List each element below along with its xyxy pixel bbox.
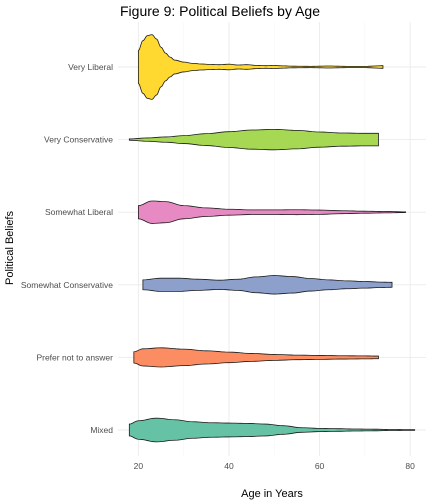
y-tick-label: Somewhat Conservative [21, 280, 113, 290]
violins [128, 34, 416, 443]
violin-very-conservative [128, 128, 379, 151]
violin-very-liberal [137, 34, 384, 100]
y-axis-title: Political Beliefs [4, 211, 16, 285]
x-tick-label: 80 [405, 461, 415, 471]
y-tick-label: Prefer not to answer [36, 352, 113, 362]
y-tick-label: Somewhat Liberal [45, 207, 113, 217]
x-tick-label: 20 [134, 461, 144, 471]
violin-mixed [128, 417, 416, 443]
chart-title: Figure 9: Political Beliefs by Age [120, 3, 320, 19]
x-axis-title: Age in Years [241, 488, 303, 500]
gridlines [118, 22, 426, 456]
x-tick-label: 40 [224, 461, 234, 471]
y-tick-labels: Mixed Prefer not to answer Somewhat Conser… [21, 62, 113, 435]
y-tick-label: Mixed [90, 425, 113, 435]
x-tick-labels: 20 40 60 80 [134, 461, 415, 471]
y-tick-label: Very Conservative [44, 135, 113, 145]
x-tick-label: 60 [315, 461, 325, 471]
y-tick-label: Very Liberal [68, 62, 113, 72]
violin-somewhat-liberal [137, 200, 407, 224]
violin-somewhat-conservative [142, 275, 393, 295]
violin-prefer-not-to-answer [133, 347, 379, 368]
